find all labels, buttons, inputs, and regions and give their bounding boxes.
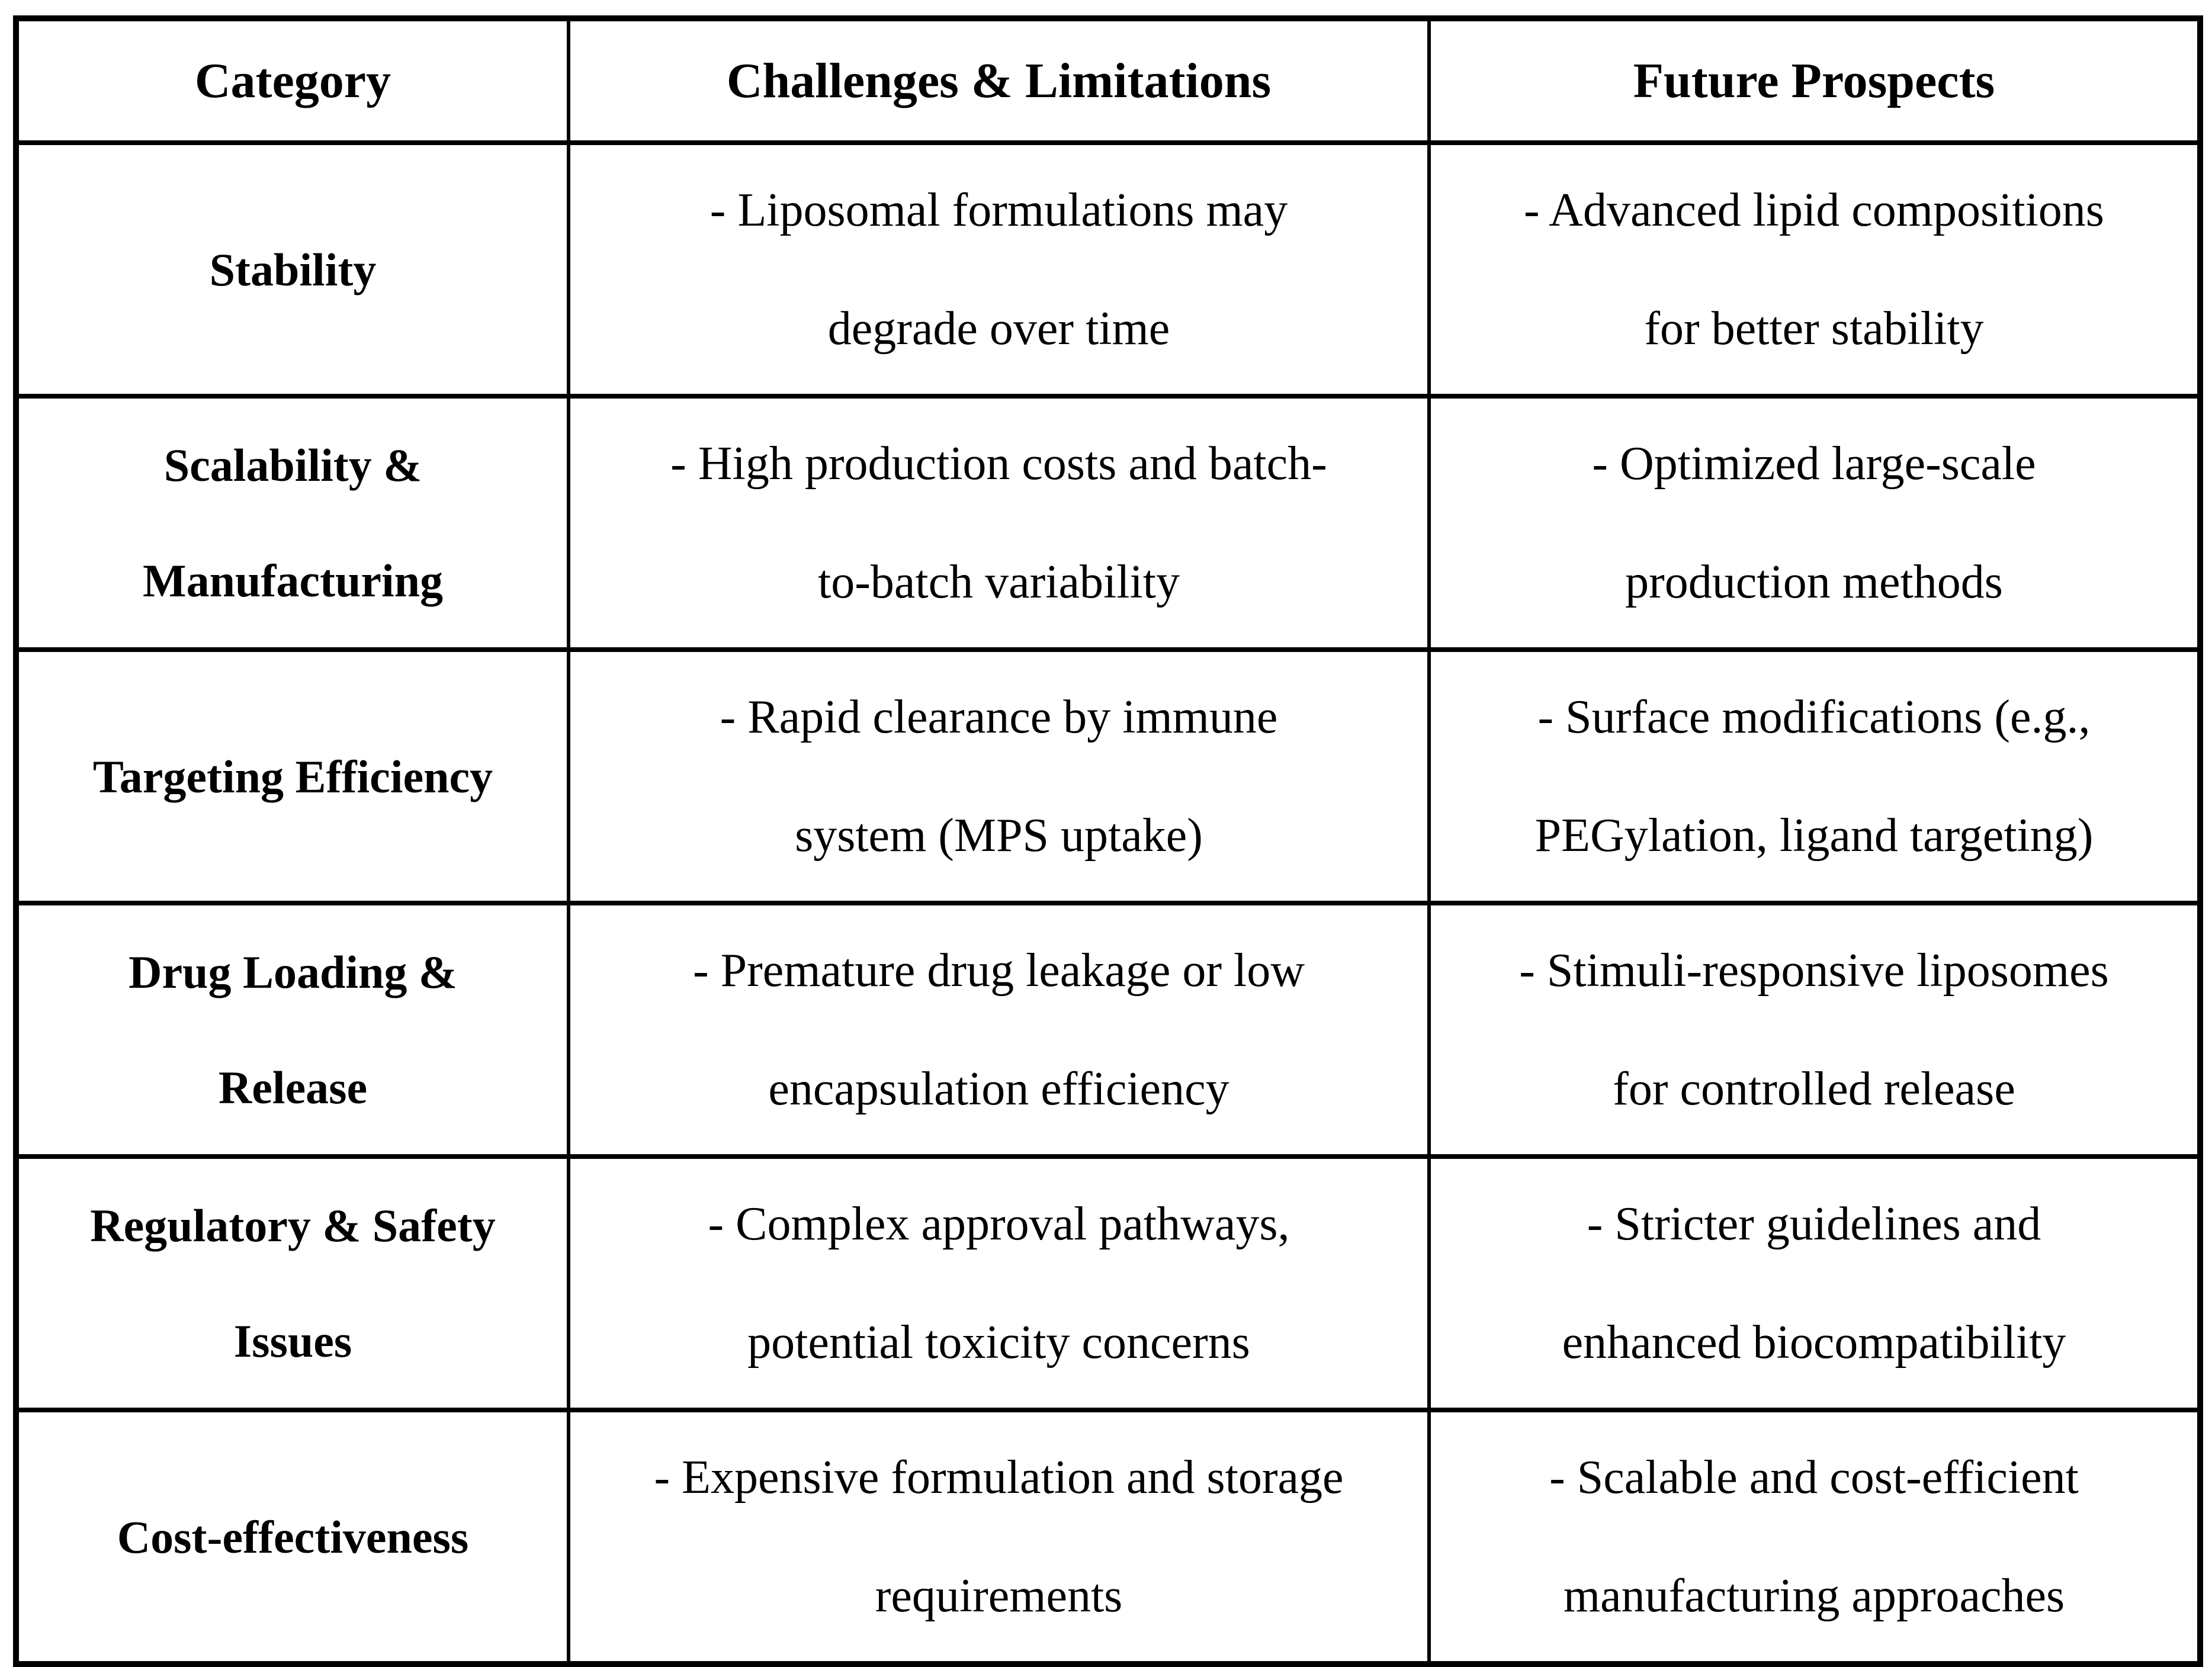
cell-regulatory-prospects: - Stricter guidelines and enhanced bioco… bbox=[1427, 1154, 2202, 1412]
table-row-cost-effectiveness: Cost-effectiveness - Expensive formulati… bbox=[14, 1408, 2202, 1666]
cell-scalability-category: Scalability & Manufacturing bbox=[14, 394, 570, 652]
table-row-stability: Stability - Liposomal formulations may d… bbox=[14, 140, 2202, 399]
column-header-challenges-limitations: Challenges & Limitations bbox=[567, 16, 1431, 145]
cell-stability-challenges: - Liposomal formulations may degrade ove… bbox=[567, 140, 1431, 399]
cell-regulatory-category: Regulatory & Safety Issues bbox=[14, 1154, 570, 1412]
table-row-targeting-efficiency: Targeting Efficiency - Rapid clearance b… bbox=[14, 647, 2202, 905]
cell-cost-challenges: - Expensive formulation and storage requ… bbox=[567, 1408, 1431, 1666]
table-row-regulatory-safety: Regulatory & Safety Issues - Complex app… bbox=[14, 1154, 2202, 1412]
cell-cost-category: Cost-effectiveness bbox=[14, 1408, 570, 1666]
table-row-drug-loading-release: Drug Loading & Release - Premature drug … bbox=[14, 901, 2202, 1159]
cell-regulatory-challenges: - Complex approval pathways, potential t… bbox=[567, 1154, 1431, 1412]
cell-drug-loading-category: Drug Loading & Release bbox=[14, 901, 570, 1159]
challenges-prospects-table: Category Challenges & Limitations Future… bbox=[13, 15, 2203, 1667]
cell-scalability-prospects: - Optimized large-scale production metho… bbox=[1427, 394, 2202, 652]
column-header-future-prospects: Future Prospects bbox=[1427, 16, 2202, 145]
cell-targeting-prospects: - Surface modifications (e.g., PEGylatio… bbox=[1427, 647, 2202, 905]
column-header-category: Category bbox=[14, 16, 570, 145]
page: Category Challenges & Limitations Future… bbox=[13, 15, 2203, 1667]
cell-targeting-challenges: - Rapid clearance by immune system (MPS … bbox=[567, 647, 1431, 905]
cell-drug-loading-prospects: - Stimuli-responsive liposomes for contr… bbox=[1427, 901, 2202, 1159]
cell-stability-category: Stability bbox=[14, 140, 570, 399]
table-row-scalability-manufacturing: Scalability & Manufacturing - High produ… bbox=[14, 394, 2202, 652]
cell-drug-loading-challenges: - Premature drug leakage or low encapsul… bbox=[567, 901, 1431, 1159]
cell-cost-prospects: - Scalable and cost-efficient manufactur… bbox=[1427, 1408, 2202, 1666]
cell-targeting-category: Targeting Efficiency bbox=[14, 647, 570, 905]
cell-scalability-challenges: - High production costs and batch- to-ba… bbox=[567, 394, 1431, 652]
cell-stability-prospects: - Advanced lipid compositions for better… bbox=[1427, 140, 2202, 399]
table-header-row: Category Challenges & Limitations Future… bbox=[14, 16, 2202, 145]
